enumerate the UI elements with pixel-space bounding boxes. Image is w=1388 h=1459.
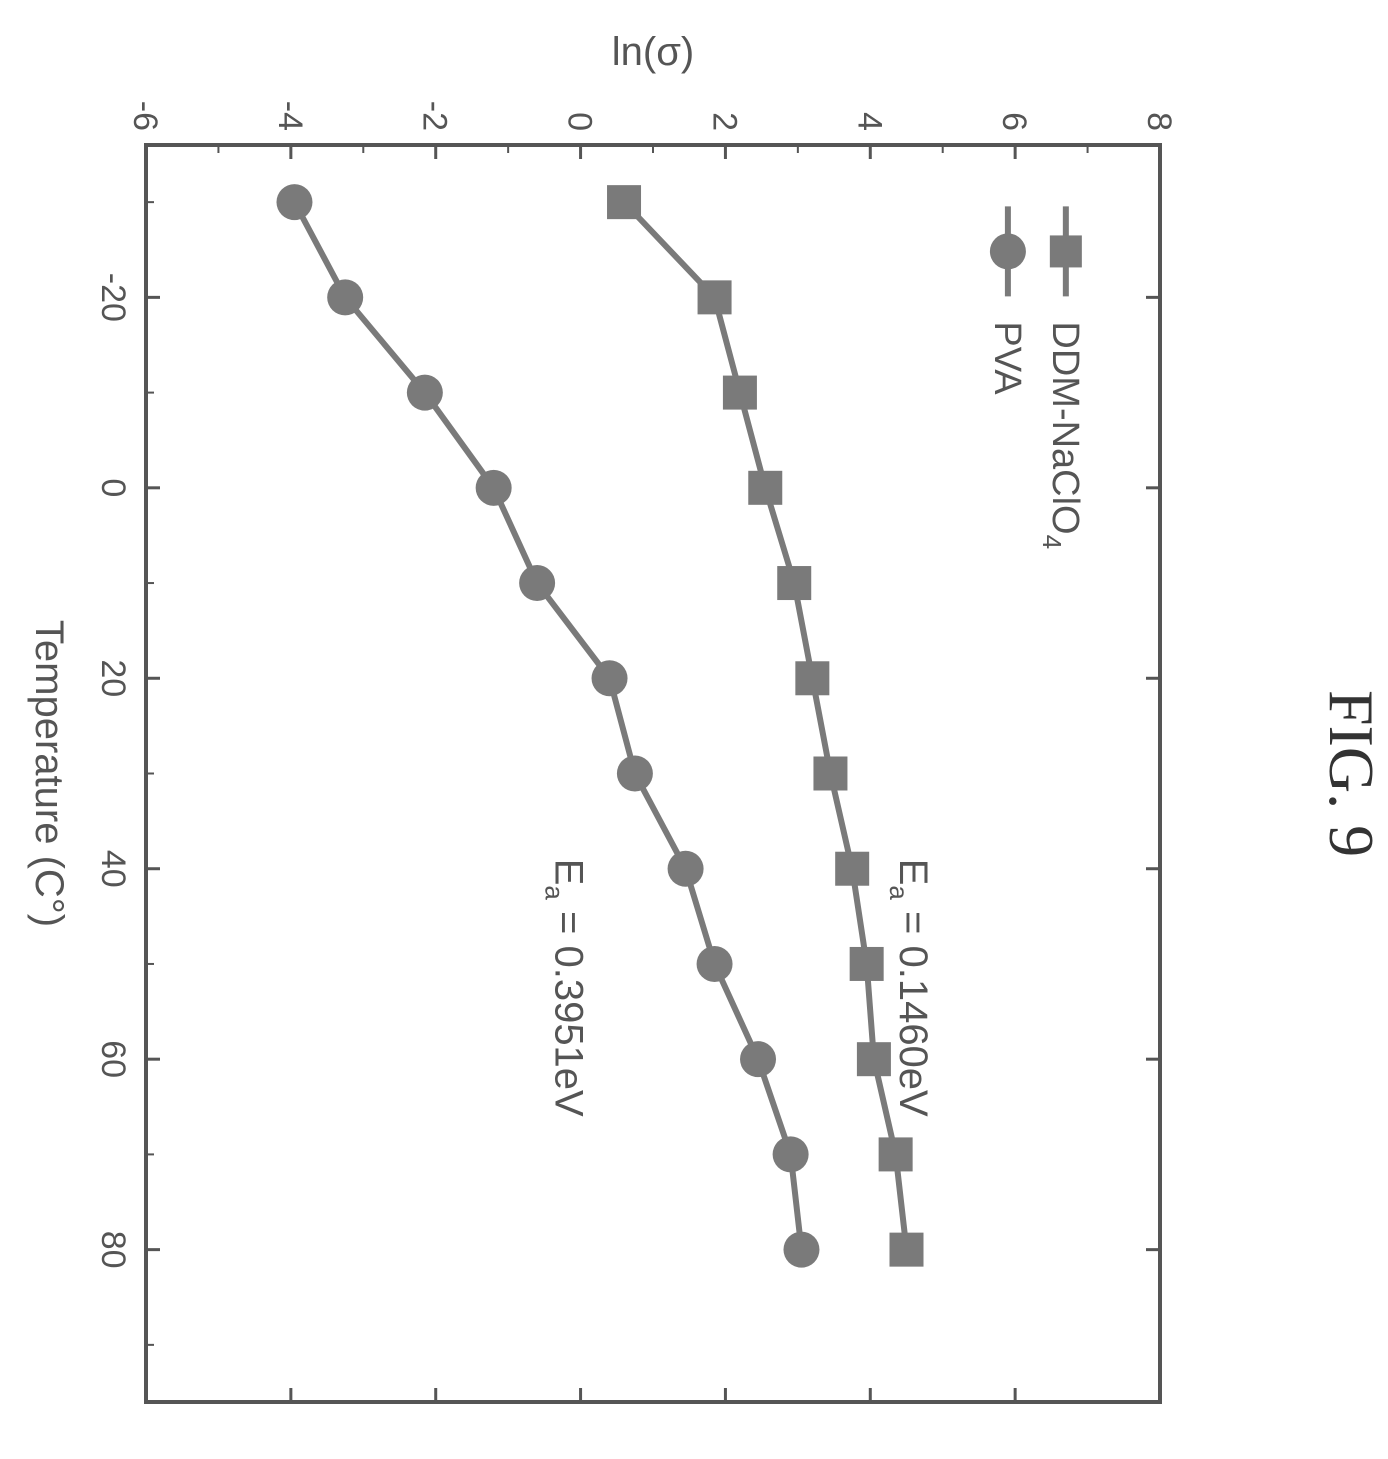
x-axis-title: Temperature (C°) — [27, 620, 71, 927]
y-tick-label: 8 — [1140, 112, 1178, 131]
data-point-ddm — [878, 1137, 913, 1172]
y-tick-label: 6 — [995, 112, 1033, 131]
y-tick-label: -2 — [416, 101, 454, 131]
data-point-ddm — [607, 185, 642, 220]
y-axis-title: ln(σ) — [612, 30, 694, 74]
data-point-ddm — [813, 756, 848, 791]
data-point-ddm — [835, 851, 870, 886]
x-tick-label: 20 — [94, 659, 132, 697]
data-point-pva — [475, 469, 512, 506]
data-point-pva — [616, 755, 653, 792]
series-layer — [276, 184, 924, 1268]
data-point-ddm — [722, 375, 757, 410]
y-tick-label: 0 — [561, 112, 599, 131]
data-point-pva — [276, 184, 313, 221]
x-tick-label: 40 — [94, 850, 132, 888]
data-point-ddm — [889, 1232, 924, 1267]
data-point-ddm — [849, 946, 884, 981]
legend-label-pva: PVA — [986, 321, 1028, 395]
series-line-ddm — [621, 200, 910, 1250]
data-point-ddm — [856, 1042, 891, 1077]
data-point-pva — [406, 374, 443, 411]
data-point-ddm — [748, 470, 783, 505]
data-point-ddm — [697, 280, 732, 315]
activation-energy-pva: Ea = 0.3951eV — [540, 859, 591, 1117]
x-tick-label: 0 — [94, 478, 132, 497]
legend-marker-circle — [989, 233, 1026, 270]
figure-label: FIG. 9 — [1316, 690, 1387, 857]
data-point-pva — [696, 945, 733, 982]
data-point-pva — [667, 850, 704, 887]
y-tick-label: 2 — [705, 112, 743, 131]
x-tick-label: -20 — [94, 273, 132, 322]
legend-label-ddm: DDM-NaClO4 — [1037, 321, 1086, 549]
data-point-pva — [783, 1231, 820, 1268]
data-point-pva — [772, 1136, 809, 1173]
activation-energy-ddm: Ea = 0.1460eV — [884, 859, 935, 1117]
data-point-pva — [591, 660, 628, 697]
y-tick-label: 4 — [850, 112, 888, 131]
legend-marker-square — [1049, 235, 1082, 268]
y-tick-label: -6 — [126, 101, 164, 131]
y-tick-label: -4 — [271, 101, 309, 131]
data-point-pva — [740, 1041, 777, 1078]
legend: DDM-NaClO4 PVA — [986, 206, 1086, 549]
data-point-ddm — [777, 566, 812, 601]
data-point-ddm — [795, 661, 830, 696]
x-tick-label: 80 — [94, 1231, 132, 1269]
data-point-pva — [519, 565, 556, 602]
x-tick-label: 60 — [94, 1040, 132, 1078]
data-point-pva — [327, 279, 364, 316]
